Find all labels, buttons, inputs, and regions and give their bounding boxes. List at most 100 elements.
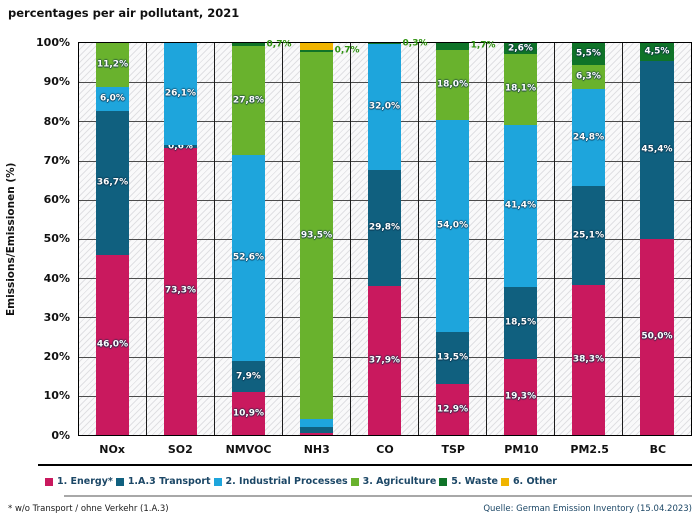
bar-segment: 52,6% bbox=[231, 155, 266, 362]
segment-value-label: 32,0% bbox=[368, 101, 401, 112]
bar-segment: 26,1% bbox=[163, 43, 198, 146]
segment-value-label: 50,0% bbox=[641, 331, 673, 342]
legend-label: 5. Waste bbox=[451, 476, 498, 488]
category-cell-NMVOC: 10,9% 7,9% 52,6% 27,8% 0,7% bbox=[215, 40, 292, 435]
bar-segment: 93,5% bbox=[299, 52, 334, 419]
segment-value-label: 45,4% bbox=[641, 144, 673, 155]
y-tick-label: 80% bbox=[43, 114, 70, 128]
segment-value-label: 0,6% bbox=[167, 141, 193, 151]
legend-swatch bbox=[439, 478, 448, 486]
bar-segment: 0,6% bbox=[163, 142, 198, 151]
segment-value-label: 4,5% bbox=[644, 46, 670, 57]
bar-segment: 4,5% bbox=[639, 43, 674, 62]
category-cell-NH3: 93,5% 0,7% bbox=[283, 43, 360, 435]
category-cell-NOx: 46,0% 36,7% 6,0% 11,2% bbox=[79, 43, 147, 435]
bar-segment: 6,3% bbox=[571, 64, 606, 90]
bar-segment bbox=[299, 49, 334, 53]
legend-divider-top bbox=[38, 464, 692, 466]
legend-label: 3. Agriculture bbox=[362, 476, 437, 488]
bar-segment: 2,6% bbox=[503, 43, 538, 54]
bar-segment: 10,9% bbox=[231, 392, 266, 435]
bar-segment: 7,9% bbox=[231, 361, 266, 393]
bar-segment: 41,4% bbox=[503, 124, 538, 287]
y-tick-label: 50% bbox=[43, 232, 70, 246]
y-tick-label: 20% bbox=[43, 350, 70, 363]
chart-title: percentages per air pollutant, 2021 bbox=[8, 6, 240, 20]
segment-value-label: 93,5% bbox=[300, 230, 333, 241]
bar-segment: 29,8% bbox=[367, 169, 402, 287]
bar-segment bbox=[299, 433, 334, 435]
legend-swatch bbox=[45, 478, 53, 486]
category-cell-PM2.5: 38,3% 25,1% 24,8% 6,3% 5,5% bbox=[555, 43, 623, 435]
x-axis-label-PM10: PM10 bbox=[504, 443, 539, 456]
bar-segment bbox=[231, 43, 266, 47]
bar-segment bbox=[367, 43, 402, 45]
x-axis-label-NMVOC: NMVOC bbox=[225, 443, 272, 456]
segment-value-label: 54,0% bbox=[436, 220, 469, 231]
y-tick-label: 90% bbox=[43, 75, 70, 89]
legend-swatch bbox=[500, 478, 509, 486]
bar-segment: 5,5% bbox=[571, 43, 606, 65]
segment-value-label: 6,3% bbox=[575, 71, 601, 82]
legend-label: 2. Industrial Processes bbox=[225, 476, 348, 488]
bar-segment: 25,1% bbox=[571, 186, 606, 285]
segment-value-label: 36,7% bbox=[96, 177, 129, 188]
segment-value-label: 13,5% bbox=[436, 352, 469, 363]
segment-value-label: 73,3% bbox=[164, 285, 197, 296]
segment-value-label: 38,3% bbox=[572, 354, 605, 365]
y-tick-label: 70% bbox=[43, 153, 70, 167]
legend-swatch bbox=[115, 478, 124, 486]
x-axis-labels: NOx SO2 NMVOC NH3 CO TSP PM10 PM2.5 BC bbox=[78, 443, 692, 458]
bar-segment: 38,3% bbox=[571, 284, 606, 435]
footnote-transport: * w/o Transport / ohne Verkehr (1.A.3) bbox=[8, 504, 169, 514]
bar-segment: 24,8% bbox=[571, 89, 606, 187]
y-tick-label: 0% bbox=[51, 428, 70, 442]
bar-segment: 13,5% bbox=[435, 331, 470, 385]
legend-divider-bottom bbox=[64, 495, 692, 497]
x-axis-label-PM2.5: PM2.5 bbox=[570, 443, 609, 456]
stacked-bar-TSP: 12,9% 13,5% 54,0% 18,0% bbox=[435, 43, 470, 435]
segment-value-label: 52,6% bbox=[232, 252, 265, 263]
footnote-source: Quelle: German Emission Inventory (15.04… bbox=[483, 504, 692, 514]
bar-segment bbox=[299, 426, 334, 434]
bar-segment: 54,0% bbox=[435, 120, 470, 332]
bar-segment: 11,2% bbox=[95, 43, 130, 88]
bar-segment: 32,0% bbox=[367, 44, 402, 170]
legend-item-other: 6. Other bbox=[500, 477, 557, 487]
legend-item-waste: 5. Waste bbox=[439, 477, 498, 487]
stacked-bar-NOx: 46,0% 36,7% 6,0% 11,2% bbox=[95, 43, 130, 435]
bar-segment: 37,9% bbox=[367, 286, 402, 435]
y-tick-label: 10% bbox=[43, 389, 70, 403]
y-tick-label: 40% bbox=[43, 271, 70, 285]
bar-segment: 50,0% bbox=[639, 239, 674, 435]
bar-segment bbox=[299, 418, 334, 427]
segment-value-label: 18,1% bbox=[504, 83, 537, 94]
segment-value-label: 2,6% bbox=[507, 43, 533, 54]
bar-segment: 73,3% bbox=[163, 147, 198, 435]
legend-item-transport: 1.A.3 Transport bbox=[115, 476, 211, 488]
segment-value-label: 46,0% bbox=[96, 339, 129, 350]
legend-item-industrial-processes: 2. Industrial Processes bbox=[213, 476, 348, 488]
y-tick-label: 100% bbox=[36, 36, 70, 49]
segment-value-label: 24,8% bbox=[572, 132, 605, 143]
stacked-bar-SO2: 73,3% 0,6% 26,1% bbox=[163, 43, 198, 435]
stacked-bar-NMVOC: 10,9% 7,9% 52,6% 27,8% bbox=[231, 43, 266, 435]
x-axis-label-CO: CO bbox=[376, 443, 394, 456]
segment-value-label-outside: 0,7% bbox=[334, 45, 360, 56]
x-axis-label-BC: BC bbox=[649, 443, 667, 456]
bar-segment: 36,7% bbox=[95, 110, 130, 255]
segment-value-label: 27,8% bbox=[232, 95, 265, 106]
segment-value-label-outside: 0,3% bbox=[402, 38, 428, 49]
stacked-bar-BC: 50,0% 45,4% 4,5% bbox=[639, 43, 674, 435]
stacked-bar-PM10: 19,3% 18,5% 41,4% 18,1% 2,6% bbox=[503, 43, 538, 435]
segment-value-label: 10,9% bbox=[232, 408, 265, 419]
bar-segment: 45,4% bbox=[639, 61, 674, 239]
legend-swatch bbox=[350, 478, 359, 486]
legend-label: 1.A.3 Transport bbox=[127, 476, 211, 488]
y-tick-label: 30% bbox=[43, 310, 70, 324]
plot-area: 46,0% 36,7% 6,0% 11,2% 73,3% 0,6% 26,1% 10,9% 7,… bbox=[78, 38, 692, 436]
stacked-bar-NH3: 93,5% bbox=[299, 43, 334, 435]
segment-value-label: 7,9% bbox=[235, 371, 261, 382]
chart-legend: 1. Energy* 1.A.3 Transport 2. Industrial P… bbox=[45, 474, 557, 490]
